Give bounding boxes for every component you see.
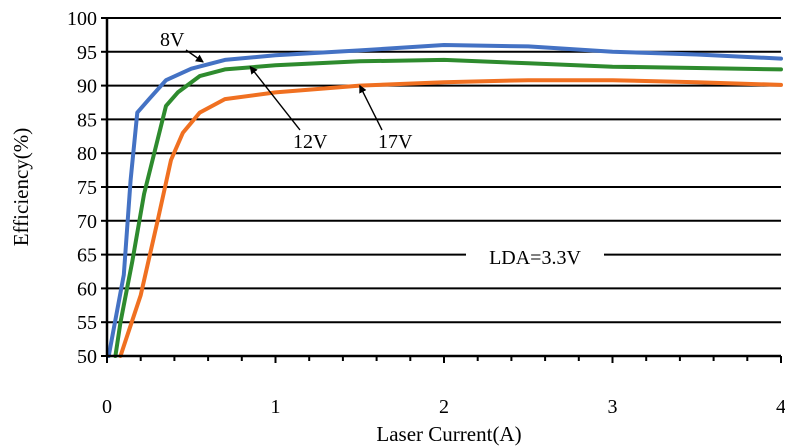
series-line-12v xyxy=(113,57,783,358)
x-axis-title: Laser Current(A) xyxy=(376,422,521,446)
x-tick-label: 0 xyxy=(102,396,112,418)
y-tick-label: 90 xyxy=(77,76,97,98)
annotation-12v-label: 12V xyxy=(293,131,328,153)
y-tick-label: 55 xyxy=(77,312,97,334)
lda-label: LDA=3.3V xyxy=(489,247,581,269)
y-tick-label: 75 xyxy=(77,177,97,199)
annotation-17v-label: 17V xyxy=(378,131,413,153)
y-tick-label: 60 xyxy=(77,278,97,300)
y-tick-label: 95 xyxy=(77,42,97,64)
x-tick-label: 1 xyxy=(271,396,281,418)
x-tick-label: 4 xyxy=(776,396,785,418)
y-tick-label: 85 xyxy=(77,109,97,131)
tick-labels: 50 55 60 65 70 75 80 85 90 95 100 0 1 2 3 4 xyxy=(67,8,785,418)
lda-label-background xyxy=(466,242,604,270)
annotations: 8V 12V 17V LDA=3.3V xyxy=(160,29,604,270)
series-line-17v xyxy=(118,78,783,358)
annotation-12v-arrow xyxy=(249,65,301,131)
x-tick-label: 2 xyxy=(439,396,449,418)
x-tick-label: 3 xyxy=(608,396,618,418)
series-line-8v xyxy=(106,43,783,358)
y-tick-label: 50 xyxy=(77,346,97,368)
annotation-8v-arrow xyxy=(185,49,204,63)
y-tick-label: 65 xyxy=(77,245,97,267)
annotation-17v-arrow xyxy=(359,84,383,131)
y-axis-title: Efficiency(%) xyxy=(9,128,33,247)
gridlines xyxy=(107,17,781,324)
y-tick-label: 70 xyxy=(77,211,97,233)
annotation-8v-label: 8V xyxy=(160,29,185,51)
axes xyxy=(101,17,782,363)
y-tick-label: 80 xyxy=(77,143,97,165)
data-series xyxy=(106,43,783,358)
y-tick-label: 100 xyxy=(67,8,97,30)
